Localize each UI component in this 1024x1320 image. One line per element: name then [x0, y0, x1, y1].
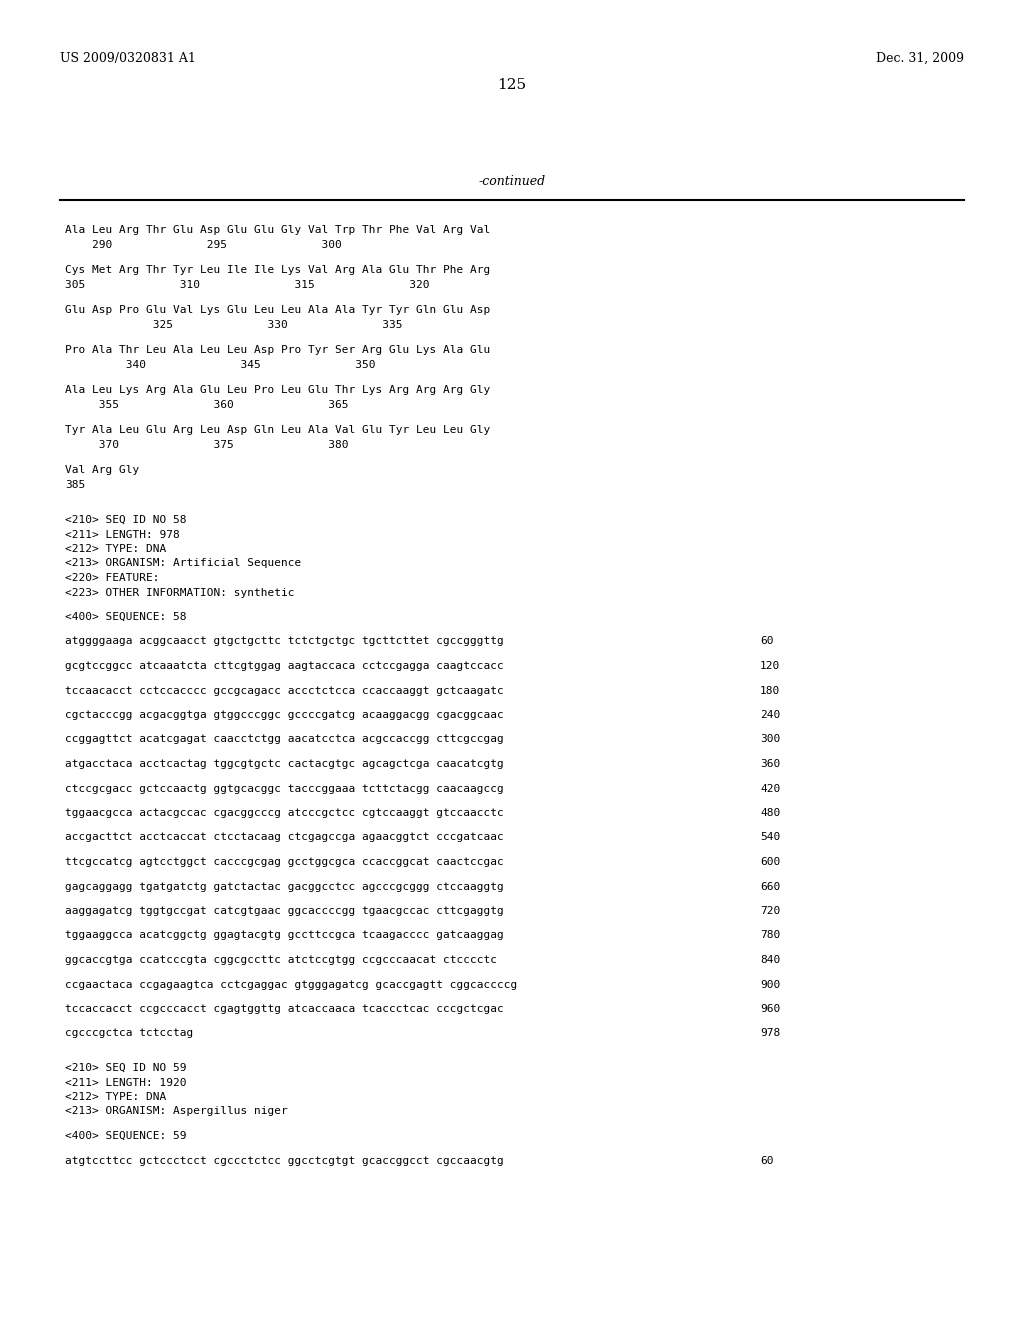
Text: 600: 600	[760, 857, 780, 867]
Text: <213> ORGANISM: Artificial Sequence: <213> ORGANISM: Artificial Sequence	[65, 558, 301, 569]
Text: Ala Leu Arg Thr Glu Asp Glu Glu Gly Val Trp Thr Phe Val Arg Val: Ala Leu Arg Thr Glu Asp Glu Glu Gly Val …	[65, 224, 490, 235]
Text: accgacttct acctcaccat ctcctacaag ctcgagccga agaacggtct cccgatcaac: accgacttct acctcaccat ctcctacaag ctcgagc…	[65, 833, 504, 842]
Text: tggaacgcca actacgccac cgacggcccg atcccgctcc cgtccaaggt gtccaacctc: tggaacgcca actacgccac cgacggcccg atcccgc…	[65, 808, 504, 818]
Text: gcgtccggcc atcaaatcta cttcgtggag aagtaccaca cctccgagga caagtccacc: gcgtccggcc atcaaatcta cttcgtggag aagtacc…	[65, 661, 504, 671]
Text: 325              330              335: 325 330 335	[65, 319, 402, 330]
Text: <211> LENGTH: 978: <211> LENGTH: 978	[65, 529, 180, 540]
Text: 385: 385	[65, 479, 85, 490]
Text: 340              345              350: 340 345 350	[65, 359, 376, 370]
Text: atggggaaga acggcaacct gtgctgcttc tctctgctgc tgcttcttet cgccgggttg: atggggaaga acggcaacct gtgctgcttc tctctgc…	[65, 636, 504, 647]
Text: 290              295              300: 290 295 300	[65, 239, 342, 249]
Text: <210> SEQ ID NO 59: <210> SEQ ID NO 59	[65, 1063, 186, 1073]
Text: ggcaccgtga ccatcccgta cggcgccttc atctccgtgg ccgcccaacat ctcccctc: ggcaccgtga ccatcccgta cggcgccttc atctccg…	[65, 954, 497, 965]
Text: <212> TYPE: DNA: <212> TYPE: DNA	[65, 544, 166, 554]
Text: Val Arg Gly: Val Arg Gly	[65, 465, 139, 475]
Text: 420: 420	[760, 784, 780, 793]
Text: cgcccgctca tctcctag: cgcccgctca tctcctag	[65, 1028, 194, 1039]
Text: <223> OTHER INFORMATION: synthetic: <223> OTHER INFORMATION: synthetic	[65, 587, 295, 598]
Text: tccaacacct cctccacccc gccgcagacc accctctcca ccaccaaggt gctcaagatc: tccaacacct cctccacccc gccgcagacc accctct…	[65, 685, 504, 696]
Text: 978: 978	[760, 1028, 780, 1039]
Text: <213> ORGANISM: Aspergillus niger: <213> ORGANISM: Aspergillus niger	[65, 1106, 288, 1117]
Text: Glu Asp Pro Glu Val Lys Glu Leu Leu Ala Ala Tyr Tyr Gln Glu Asp: Glu Asp Pro Glu Val Lys Glu Leu Leu Ala …	[65, 305, 490, 315]
Text: ccggagttct acatcgagat caacctctgg aacatcctca acgccaccgg cttcgccgag: ccggagttct acatcgagat caacctctgg aacatcc…	[65, 734, 504, 744]
Text: ttcgccatcg agtcctggct cacccgcgag gcctggcgca ccaccggcat caactccgac: ttcgccatcg agtcctggct cacccgcgag gcctggc…	[65, 857, 504, 867]
Text: <220> FEATURE:: <220> FEATURE:	[65, 573, 160, 583]
Text: 360: 360	[760, 759, 780, 770]
Text: <212> TYPE: DNA: <212> TYPE: DNA	[65, 1092, 166, 1102]
Text: 900: 900	[760, 979, 780, 990]
Text: 370              375              380: 370 375 380	[65, 440, 348, 450]
Text: Pro Ala Thr Leu Ala Leu Leu Asp Pro Tyr Ser Arg Glu Lys Ala Glu: Pro Ala Thr Leu Ala Leu Leu Asp Pro Tyr …	[65, 345, 490, 355]
Text: 60: 60	[760, 1155, 773, 1166]
Text: 480: 480	[760, 808, 780, 818]
Text: <400> SEQUENCE: 59: <400> SEQUENCE: 59	[65, 1131, 186, 1140]
Text: 780: 780	[760, 931, 780, 940]
Text: 120: 120	[760, 661, 780, 671]
Text: 305              310              315              320: 305 310 315 320	[65, 280, 429, 289]
Text: <210> SEQ ID NO 58: <210> SEQ ID NO 58	[65, 515, 186, 525]
Text: -continued: -continued	[478, 176, 546, 187]
Text: ccgaactaca ccgagaagtca cctcgaggac gtgggagatcg gcaccgagtt cggcaccccg: ccgaactaca ccgagaagtca cctcgaggac gtggga…	[65, 979, 517, 990]
Text: <211> LENGTH: 1920: <211> LENGTH: 1920	[65, 1077, 186, 1088]
Text: tccaccacct ccgcccacct cgagtggttg atcaccaaca tcaccctcac cccgctcgac: tccaccacct ccgcccacct cgagtggttg atcacca…	[65, 1005, 504, 1014]
Text: 240: 240	[760, 710, 780, 719]
Text: cgctacccgg acgacggtga gtggcccggc gccccgatcg acaaggacgg cgacggcaac: cgctacccgg acgacggtga gtggcccggc gccccga…	[65, 710, 504, 719]
Text: Dec. 31, 2009: Dec. 31, 2009	[876, 51, 964, 65]
Text: 355              360              365: 355 360 365	[65, 400, 348, 409]
Text: atgacctaca acctcactag tggcgtgctc cactacgtgc agcagctcga caacatcgtg: atgacctaca acctcactag tggcgtgctc cactacg…	[65, 759, 504, 770]
Text: US 2009/0320831 A1: US 2009/0320831 A1	[60, 51, 196, 65]
Text: 60: 60	[760, 636, 773, 647]
Text: Tyr Ala Leu Glu Arg Leu Asp Gln Leu Ala Val Glu Tyr Leu Leu Gly: Tyr Ala Leu Glu Arg Leu Asp Gln Leu Ala …	[65, 425, 490, 436]
Text: 840: 840	[760, 954, 780, 965]
Text: <400> SEQUENCE: 58: <400> SEQUENCE: 58	[65, 612, 186, 622]
Text: 660: 660	[760, 882, 780, 891]
Text: Cys Met Arg Thr Tyr Leu Ile Ile Lys Val Arg Ala Glu Thr Phe Arg: Cys Met Arg Thr Tyr Leu Ile Ile Lys Val …	[65, 265, 490, 275]
Text: 300: 300	[760, 734, 780, 744]
Text: atgtccttcc gctccctcct cgccctctcc ggcctcgtgt gcaccggcct cgccaacgtg: atgtccttcc gctccctcct cgccctctcc ggcctcg…	[65, 1155, 504, 1166]
Text: Ala Leu Lys Arg Ala Glu Leu Pro Leu Glu Thr Lys Arg Arg Arg Gly: Ala Leu Lys Arg Ala Glu Leu Pro Leu Glu …	[65, 385, 490, 395]
Text: tggaaggcca acatcggctg ggagtacgtg gccttccgca tcaagacccc gatcaaggag: tggaaggcca acatcggctg ggagtacgtg gccttcc…	[65, 931, 504, 940]
Text: 720: 720	[760, 906, 780, 916]
Text: ctccgcgacc gctccaactg ggtgcacggc tacccggaaa tcttctacgg caacaagccg: ctccgcgacc gctccaactg ggtgcacggc tacccgg…	[65, 784, 504, 793]
Text: 180: 180	[760, 685, 780, 696]
Text: gagcaggagg tgatgatctg gatctactac gacggcctcc agcccgcggg ctccaaggtg: gagcaggagg tgatgatctg gatctactac gacggcc…	[65, 882, 504, 891]
Text: aaggagatcg tggtgccgat catcgtgaac ggcaccccgg tgaacgccac cttcgaggtg: aaggagatcg tggtgccgat catcgtgaac ggcaccc…	[65, 906, 504, 916]
Text: 125: 125	[498, 78, 526, 92]
Text: 540: 540	[760, 833, 780, 842]
Text: 960: 960	[760, 1005, 780, 1014]
